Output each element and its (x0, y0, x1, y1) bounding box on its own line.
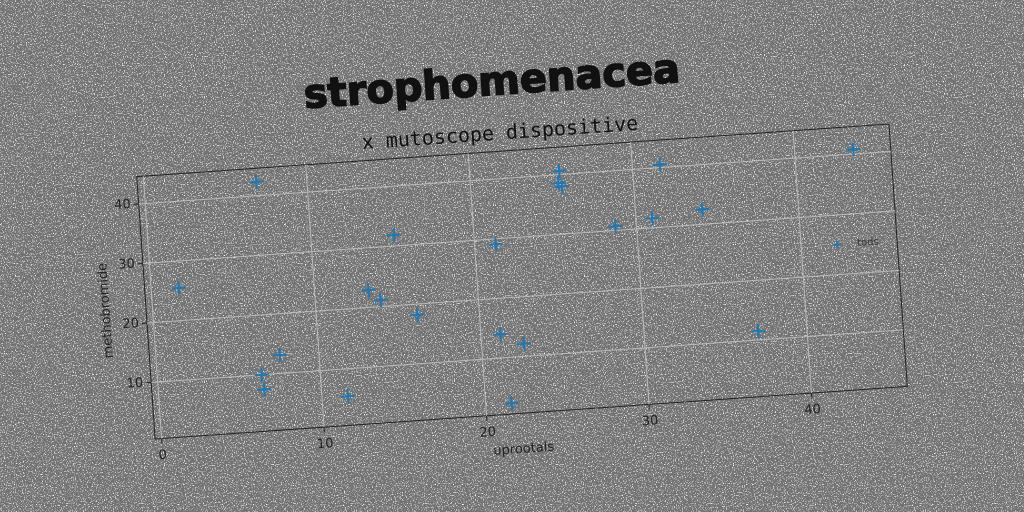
point (257, 382, 272, 397)
y-tick-label: 30 (118, 257, 136, 273)
y-tick-label: 20 (122, 316, 140, 332)
point (488, 237, 503, 252)
point (340, 389, 356, 404)
grid-line (467, 153, 488, 416)
grid-line (630, 142, 650, 405)
plot: 0 10 20 30 40 10 20 30 40 uprootals methobromide to… (95, 123, 908, 464)
point (846, 142, 861, 157)
point (361, 283, 376, 298)
point (751, 323, 766, 339)
point (552, 163, 567, 179)
point (493, 327, 508, 342)
point (386, 228, 401, 243)
x-tick-label: 20 (479, 425, 497, 441)
x-tick-label: 0 (158, 448, 167, 464)
legend-marker (833, 240, 842, 249)
x-tick-label: 10 (316, 436, 334, 452)
point (645, 211, 660, 226)
point (554, 179, 569, 194)
point (516, 336, 531, 351)
legend-label: tods (857, 237, 879, 249)
point (551, 175, 566, 191)
x-axis-label: uprootals (493, 440, 555, 459)
point (695, 202, 710, 217)
grid-line (138, 150, 891, 205)
x-tick-label: 40 (804, 402, 822, 418)
x-tick-label: 30 (641, 413, 659, 429)
grid-line (146, 269, 900, 324)
point (410, 307, 425, 322)
point (171, 280, 186, 295)
point (504, 396, 519, 411)
grid-line (305, 164, 325, 428)
grid-line (142, 210, 896, 264)
point (373, 293, 388, 308)
y-tick-label: 10 (126, 376, 144, 392)
point (272, 347, 287, 362)
grid-line (142, 176, 163, 439)
point (254, 367, 269, 382)
grid-line (792, 130, 812, 394)
grid-line (151, 329, 904, 383)
y-axis-label: methobromide (95, 262, 117, 359)
point (608, 219, 623, 234)
y-tick-label: 40 (114, 197, 132, 213)
point (652, 157, 668, 172)
point (249, 174, 264, 190)
plot-area (136, 123, 908, 440)
